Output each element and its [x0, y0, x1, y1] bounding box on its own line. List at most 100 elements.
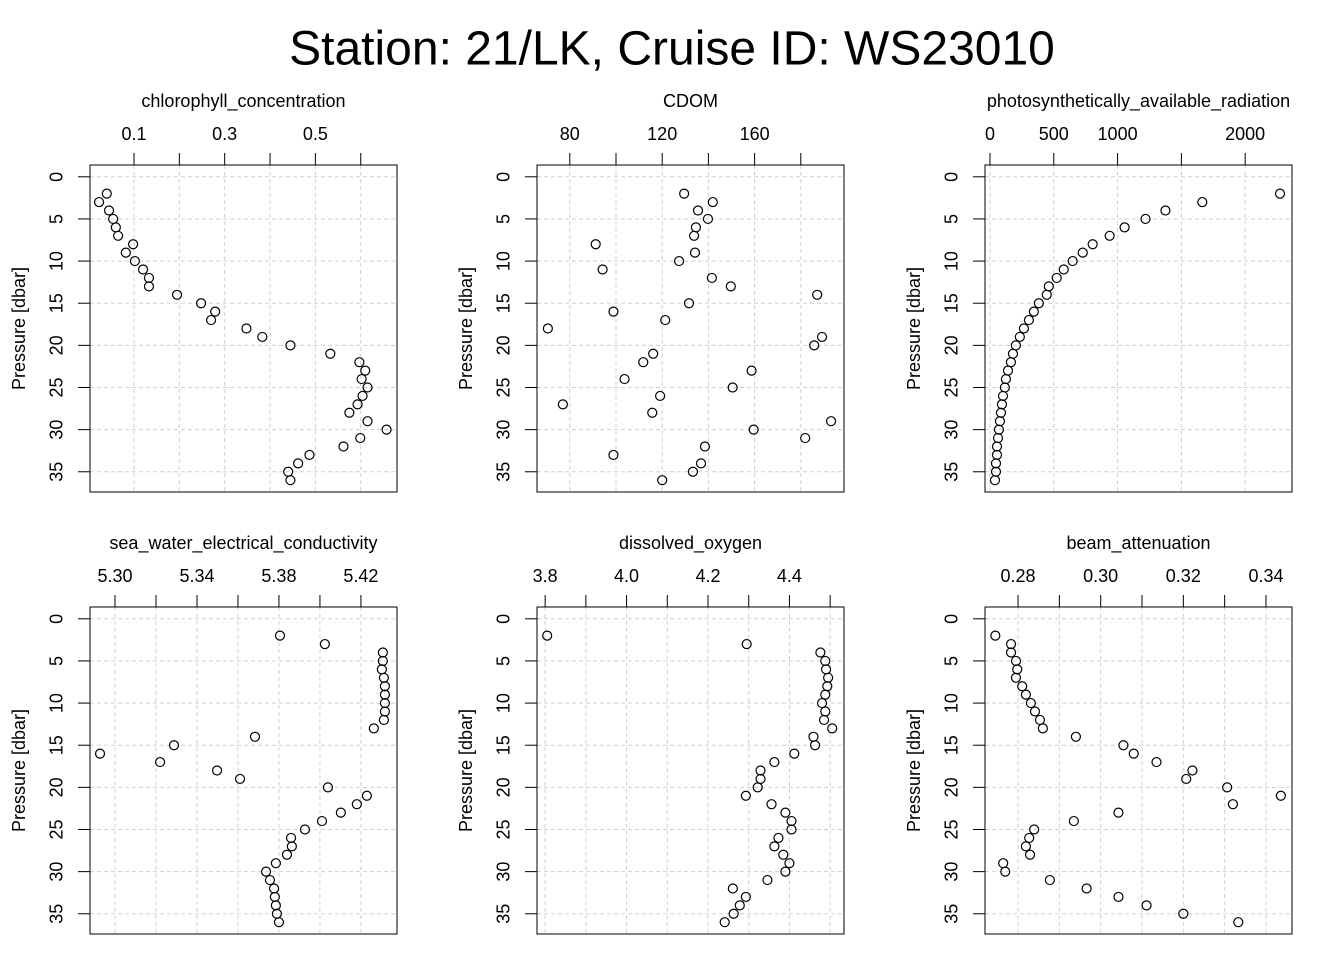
data-point: [1012, 664, 1023, 675]
data-point: [655, 390, 666, 402]
y-tick-label: 30: [47, 420, 67, 440]
data-point: [679, 188, 690, 199]
data-point: [1020, 841, 1032, 852]
data-point: [1024, 832, 1035, 844]
data-point: [113, 230, 124, 241]
data-point: [734, 900, 745, 911]
data-point: [673, 255, 685, 267]
y-axis-label: Pressure [dbar]: [904, 709, 924, 832]
x-tick-label: 120: [647, 124, 677, 144]
data-point: [293, 458, 304, 469]
data-point: [357, 390, 368, 402]
data-point: [356, 373, 367, 385]
data-point: [619, 373, 630, 385]
data-point: [344, 407, 355, 418]
y-tick-label: 35: [942, 904, 962, 924]
data-point: [991, 441, 1003, 452]
data-point: [597, 264, 608, 275]
data-point: [381, 424, 392, 435]
data-point: [769, 756, 780, 768]
data-point: [120, 247, 131, 258]
plot-frame: [89, 606, 398, 935]
x-tick-label: 0.32: [1166, 566, 1201, 586]
data-point: [1010, 672, 1022, 683]
data-point: [1002, 365, 1014, 376]
data-point: [998, 858, 1009, 869]
data-point: [1068, 815, 1079, 827]
x-tick-label: 2000: [1225, 124, 1265, 144]
data-point: [1128, 748, 1139, 759]
y-tick-label: 0: [494, 172, 514, 182]
data-point: [362, 416, 373, 427]
y-tick-label: 25: [47, 819, 67, 839]
y-tick-label: 20: [942, 777, 962, 797]
x-tick-label: 5.42: [343, 566, 378, 586]
y-tick-label: 25: [494, 819, 514, 839]
y-tick-label: 30: [942, 862, 962, 882]
data-point: [590, 239, 601, 250]
data-point: [154, 756, 166, 768]
x-tick-label: 5.34: [179, 566, 214, 586]
data-point: [335, 807, 346, 818]
data-point: [786, 824, 797, 835]
data-point: [1029, 824, 1040, 835]
data-point: [354, 357, 365, 368]
data-point: [210, 306, 221, 317]
data-point: [1187, 765, 1198, 776]
data-point: [1274, 188, 1286, 199]
data-point: [234, 773, 246, 785]
data-point: [816, 697, 828, 709]
data-point: [260, 866, 272, 877]
data-point: [994, 416, 1006, 427]
y-axis-label: Pressure [dbar]: [456, 709, 476, 832]
data-point: [827, 723, 838, 734]
data-point: [316, 815, 328, 827]
x-tick-label: 0.3: [212, 124, 237, 144]
data-point: [719, 917, 730, 928]
data-point: [362, 382, 373, 393]
data-point: [784, 858, 795, 869]
data-point: [360, 365, 371, 376]
data-point: [1222, 782, 1233, 793]
y-tick-label: 35: [47, 462, 67, 482]
data-point: [361, 790, 372, 801]
data-point: [257, 331, 268, 343]
data-point: [825, 416, 837, 427]
data-point: [1058, 264, 1069, 275]
y-tick-label: 10: [47, 693, 67, 713]
data-point: [1007, 348, 1019, 359]
data-point: [766, 799, 777, 810]
data-point: [1104, 230, 1115, 241]
data-point: [378, 714, 389, 726]
data-point: [818, 714, 830, 726]
x-tick-label: 500: [1039, 124, 1069, 144]
x-tick-label: 80: [560, 124, 580, 144]
data-point: [542, 323, 553, 334]
y-tick-label: 35: [494, 904, 514, 924]
panel-title: chlorophyll_concentration: [141, 91, 345, 112]
data-point: [820, 706, 831, 717]
data-point: [816, 331, 828, 343]
data-point: [268, 883, 280, 894]
data-point: [379, 681, 391, 692]
data-point: [211, 765, 223, 776]
data-point: [285, 340, 296, 351]
x-tick-label: 3.8: [533, 566, 558, 586]
data-point: [1041, 289, 1052, 300]
data-point: [285, 475, 296, 486]
data-point: [608, 449, 619, 461]
data-point: [1119, 222, 1130, 233]
x-tick-label: 5.30: [97, 566, 132, 586]
y-tick-label: 25: [47, 377, 67, 397]
y-axis-label: Pressure [dbar]: [904, 267, 924, 390]
y-tick-label: 30: [494, 862, 514, 882]
data-point: [1029, 706, 1041, 717]
data-point: [820, 664, 832, 675]
y-tick-label: 25: [942, 819, 962, 839]
data-point: [1020, 689, 1032, 700]
data-point: [755, 765, 766, 776]
y-tick-label: 10: [494, 693, 514, 713]
data-point: [143, 272, 155, 284]
data-point: [1023, 314, 1034, 326]
y-tick-label: 10: [47, 251, 67, 271]
